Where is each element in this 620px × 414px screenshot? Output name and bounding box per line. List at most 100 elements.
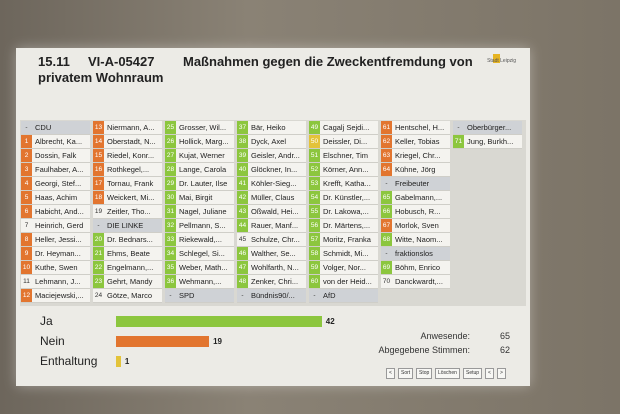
member-name: Kujat, Werner — [179, 151, 225, 160]
member-name: Deissler, Di... — [323, 137, 368, 146]
member-name: Tornau, Frank — [107, 179, 154, 188]
member-name: Körner, Ann... — [323, 165, 369, 174]
seat-number: 55 — [309, 205, 320, 218]
member-row: 41 Köhler-Sieg... — [237, 177, 306, 191]
member-row: 5 Haas, Achim — [21, 191, 90, 205]
seat-number: 57 — [309, 233, 320, 246]
member-name: Maciejewski,... — [35, 291, 84, 300]
member-name: Dossin, Falk — [35, 151, 77, 160]
seat-number: 68 — [381, 233, 392, 246]
party-name: DIE LINKE — [107, 221, 144, 230]
seat-number: 5 — [21, 191, 32, 204]
stat-value: 62 — [499, 345, 510, 355]
member-row: 71 Jung, Burkh... — [453, 135, 522, 149]
seat-number: 21 — [93, 247, 104, 260]
seat-number: - — [169, 292, 172, 299]
agenda-number: 15.11 — [38, 54, 70, 69]
member-row: 55 Dr. Lakowa,... — [309, 205, 378, 219]
seat-number: 59 — [309, 261, 320, 274]
seat-number: 25 — [165, 121, 176, 134]
member-name: Elschner, Tim — [323, 151, 369, 160]
member-name: Dr. Lauter, Ilse — [179, 179, 228, 188]
result-bar — [116, 336, 210, 347]
member-name: Müller, Claus — [251, 193, 295, 202]
member-row: 45 Schulze, Chr... — [237, 233, 306, 247]
control-button[interactable]: Setup — [463, 368, 483, 379]
member-row: 20 Dr. Bednars... — [93, 233, 162, 247]
seat-number: 23 — [93, 275, 104, 288]
seat-number: 11 — [21, 275, 32, 288]
member-row: 2 Dossin, Falk — [21, 149, 90, 163]
member-name: Lange, Carola — [179, 165, 227, 174]
motion-id: VI-A-05427 — [88, 54, 155, 69]
member-row: 47 Wohlfarth, N... — [237, 261, 306, 275]
seat-number: 16 — [93, 163, 104, 176]
seat-number: 29 — [165, 177, 176, 190]
party-header: - CDU — [21, 121, 90, 135]
member-row: 32 Pellmann, S... — [165, 219, 234, 233]
member-name: Böhm, Enrico — [395, 263, 441, 272]
control-button[interactable]: > — [497, 368, 506, 379]
control-button[interactable]: Löschen — [435, 368, 460, 379]
member-name: Heller, Jessi... — [35, 235, 82, 244]
seat-number: 52 — [309, 163, 320, 176]
seat-number: 35 — [165, 261, 176, 274]
member-name: Haas, Achim — [35, 193, 78, 202]
member-row: 36 Wehmann,... — [165, 275, 234, 289]
seat-number: 28 — [165, 163, 176, 176]
seat-number: 61 — [381, 121, 392, 134]
seat-number: 43 — [237, 205, 248, 218]
member-name: Habicht, And... — [35, 207, 84, 216]
member-name: Hollick, Marg... — [179, 137, 229, 146]
member-name: Witte, Naom... — [395, 235, 443, 244]
control-button[interactable]: Stop — [416, 368, 433, 379]
control-button[interactable]: Sort — [398, 368, 414, 379]
control-button[interactable]: < — [485, 368, 494, 379]
control-button[interactable]: < — [386, 368, 395, 379]
seat-number: 19 — [93, 205, 104, 218]
member-name: Nagel, Juliane — [179, 207, 227, 216]
member-row: 50 Deissler, Di... — [309, 135, 378, 149]
logo-icon — [493, 54, 500, 63]
seat-number: 24 — [93, 289, 104, 302]
seat-number: 51 — [309, 149, 320, 162]
result-bar — [116, 356, 121, 367]
seat-number: 8 — [21, 233, 32, 246]
seat-number: 47 — [237, 261, 248, 274]
seat-number: 64 — [381, 163, 392, 176]
seat-number: 45 — [237, 233, 248, 246]
member-row: 28 Lange, Carola — [165, 163, 234, 177]
member-row: 49 Cagalj Sejdi... — [309, 121, 378, 135]
seat-number: 32 — [165, 219, 176, 232]
seat-number: 15 — [93, 149, 104, 162]
member-name: Kuthe, Swen — [35, 263, 78, 272]
member-name: Heinrich, Gerd — [35, 221, 84, 230]
member-name: Gabelmann,... — [395, 193, 443, 202]
seat-number: - — [313, 292, 316, 299]
member-name: Riekewald,... — [179, 235, 222, 244]
member-name: Krefft, Katha... — [323, 179, 371, 188]
member-row: 56 Dr. Märtens,... — [309, 219, 378, 233]
seat-number: 53 — [309, 177, 320, 190]
result-value: 19 — [213, 337, 222, 346]
seat-number: 39 — [237, 149, 248, 162]
member-name: Dyck, Axel — [251, 137, 287, 146]
member-row: 53 Krefft, Katha... — [309, 177, 378, 191]
seat-number: 36 — [165, 275, 176, 288]
seat-number: 6 — [21, 205, 32, 218]
member-name: Zeitler, Tho... — [107, 207, 151, 216]
member-name: Rauer, Manf... — [251, 221, 299, 230]
member-row: 25 Grosser, Wil... — [165, 121, 234, 135]
member-name: Oberstadt, N... — [107, 137, 156, 146]
member-row: 16 Rothkegel,... — [93, 163, 162, 177]
member-name: Moritz, Franka — [323, 235, 371, 244]
seat-number: 62 — [381, 135, 392, 148]
member-row: 11 Lehmann, J... — [21, 275, 90, 289]
member-name: Bär, Heiko — [251, 123, 286, 132]
member-name: Kühne, Jörg — [395, 165, 436, 174]
seat-number: 3 — [21, 163, 32, 176]
seat-number: 69 — [381, 261, 392, 274]
member-name: Dr. Märtens,... — [323, 221, 371, 230]
member-name: Walther, Se... — [251, 249, 296, 258]
member-row: 10 Kuthe, Swen — [21, 261, 90, 275]
